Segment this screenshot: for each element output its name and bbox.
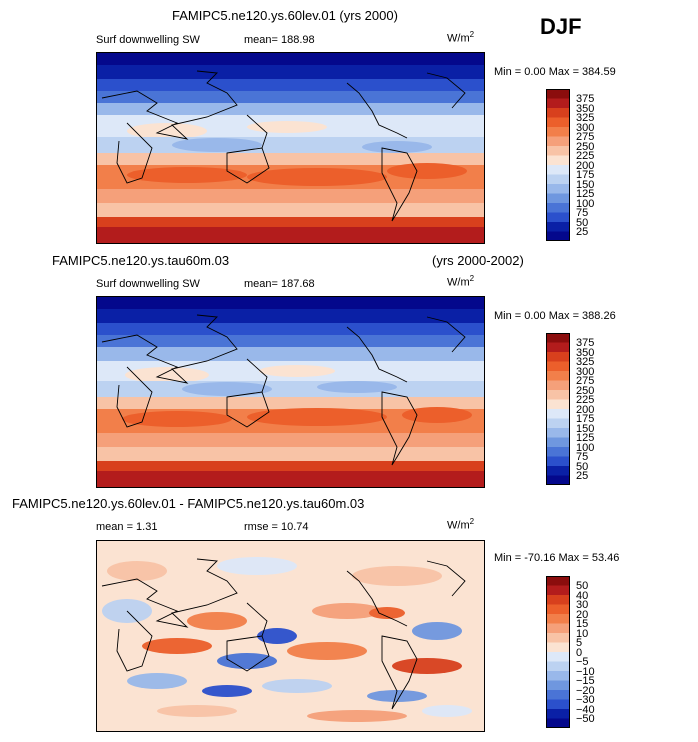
cb2-label: 175 (576, 413, 595, 425)
cb2-label: 350 (576, 346, 595, 359)
cb1-label: 375 (576, 93, 595, 105)
cb3-label: −20 (576, 684, 595, 697)
panel3-map (96, 540, 485, 732)
cb3-label: 50 (576, 580, 589, 592)
cb1-label: 75 (576, 207, 589, 219)
panel2-map-svg (97, 297, 484, 487)
cb2-label: 375 (576, 337, 595, 349)
cb3-label: −40 (576, 703, 595, 716)
panel1-mean: mean= 188.98 (244, 34, 315, 46)
panel3-colorbar-swatches (546, 576, 570, 728)
panel2-colorbar-swatches (546, 333, 570, 485)
cb2-label: 125 (576, 432, 595, 444)
cb3-label: 0 (576, 646, 583, 659)
panel3-map-svg (97, 541, 484, 731)
panel1-colorbar-swatches (546, 89, 570, 241)
panel2-title-right: (yrs 2000-2002) (432, 253, 524, 268)
cb3-label: −15 (576, 675, 595, 687)
cb1-label: 350 (576, 102, 595, 115)
panel3-title: FAMIPC5.ne120.ys.60lev.01 - FAMIPC5.ne12… (12, 496, 365, 511)
cb3-label: 30 (576, 599, 589, 611)
panel2-minmax: Min = 0.00 Max = 388.26 (494, 310, 616, 322)
cb1-label: 125 (576, 188, 595, 200)
cb3-label: −30 (576, 694, 595, 706)
cb3-label: 20 (576, 608, 589, 621)
cb3-label: 5 (576, 637, 583, 649)
cb2-label: 75 (576, 451, 589, 463)
cb1-label: 300 (576, 121, 595, 134)
cb3-label: −5 (576, 656, 589, 668)
cb2-label: 25 (576, 470, 589, 482)
cb2-label: 250 (576, 384, 595, 397)
panel1-subtitle: Surf downwelling SW (96, 34, 200, 46)
cb1-label: 50 (576, 216, 589, 229)
cb1-label: 275 (576, 131, 595, 143)
cb2-label: 150 (576, 422, 595, 435)
panel2-title-left: FAMIPC5.ne120.ys.tau60m.03 (52, 253, 230, 268)
panel3-rmse: rmse = 10.74 (244, 521, 309, 533)
cb1-label: 100 (576, 197, 595, 210)
panel1-map (96, 52, 485, 244)
cb2-label: 100 (576, 441, 595, 454)
cb1-label: 250 (576, 140, 595, 153)
panel1-map-svg (97, 53, 484, 243)
cb1-label: 325 (576, 112, 595, 124)
cb3-label: 40 (576, 589, 589, 602)
cb1-label: 25 (576, 226, 589, 238)
panel2-colorbar: 375 350 325 300 275 250 225 200 175 150 … (546, 333, 594, 490)
panel3-minmax: Min = -70.16 Max = 53.46 (494, 552, 620, 564)
panel1-title: FAMIPC5.ne120.ys.60lev.01 (yrs 2000) (172, 8, 398, 23)
cb3-label: −10 (576, 665, 595, 678)
cb3-label: 10 (576, 627, 589, 640)
cb2-label: 50 (576, 460, 589, 473)
cb2-label: 225 (576, 394, 595, 406)
panel3-units: W/m2 (447, 517, 475, 532)
cb2-label: 200 (576, 403, 595, 416)
cb3-label: 15 (576, 618, 589, 630)
cb2-label: 275 (576, 375, 595, 387)
panel2-map (96, 296, 485, 488)
season-label: DJF (540, 14, 582, 39)
cb1-label: 175 (576, 169, 595, 181)
panel3-mean: mean = 1.31 (96, 521, 158, 533)
panel1-units: W/m2 (447, 30, 475, 45)
cb1-label: 225 (576, 150, 595, 162)
panel3-colorbar: 50 40 30 20 15 10 5 0 −5 −10 −15 −20 −30… (546, 576, 595, 733)
panel2-subtitle: Surf downwelling SW (96, 278, 200, 290)
cb1-label: 150 (576, 178, 595, 191)
panel1-colorbar: 375 350 325 300 275 250 225 200 175 150 … (546, 89, 594, 246)
panel1-minmax: Min = 0.00 Max = 384.59 (494, 66, 616, 78)
panel2-units: W/m2 (447, 274, 475, 289)
cb1-label: 200 (576, 159, 595, 172)
cb2-label: 325 (576, 356, 595, 368)
cb3-label: −50 (576, 713, 595, 725)
panel2-mean: mean= 187.68 (244, 278, 315, 290)
cb2-label: 300 (576, 365, 595, 378)
